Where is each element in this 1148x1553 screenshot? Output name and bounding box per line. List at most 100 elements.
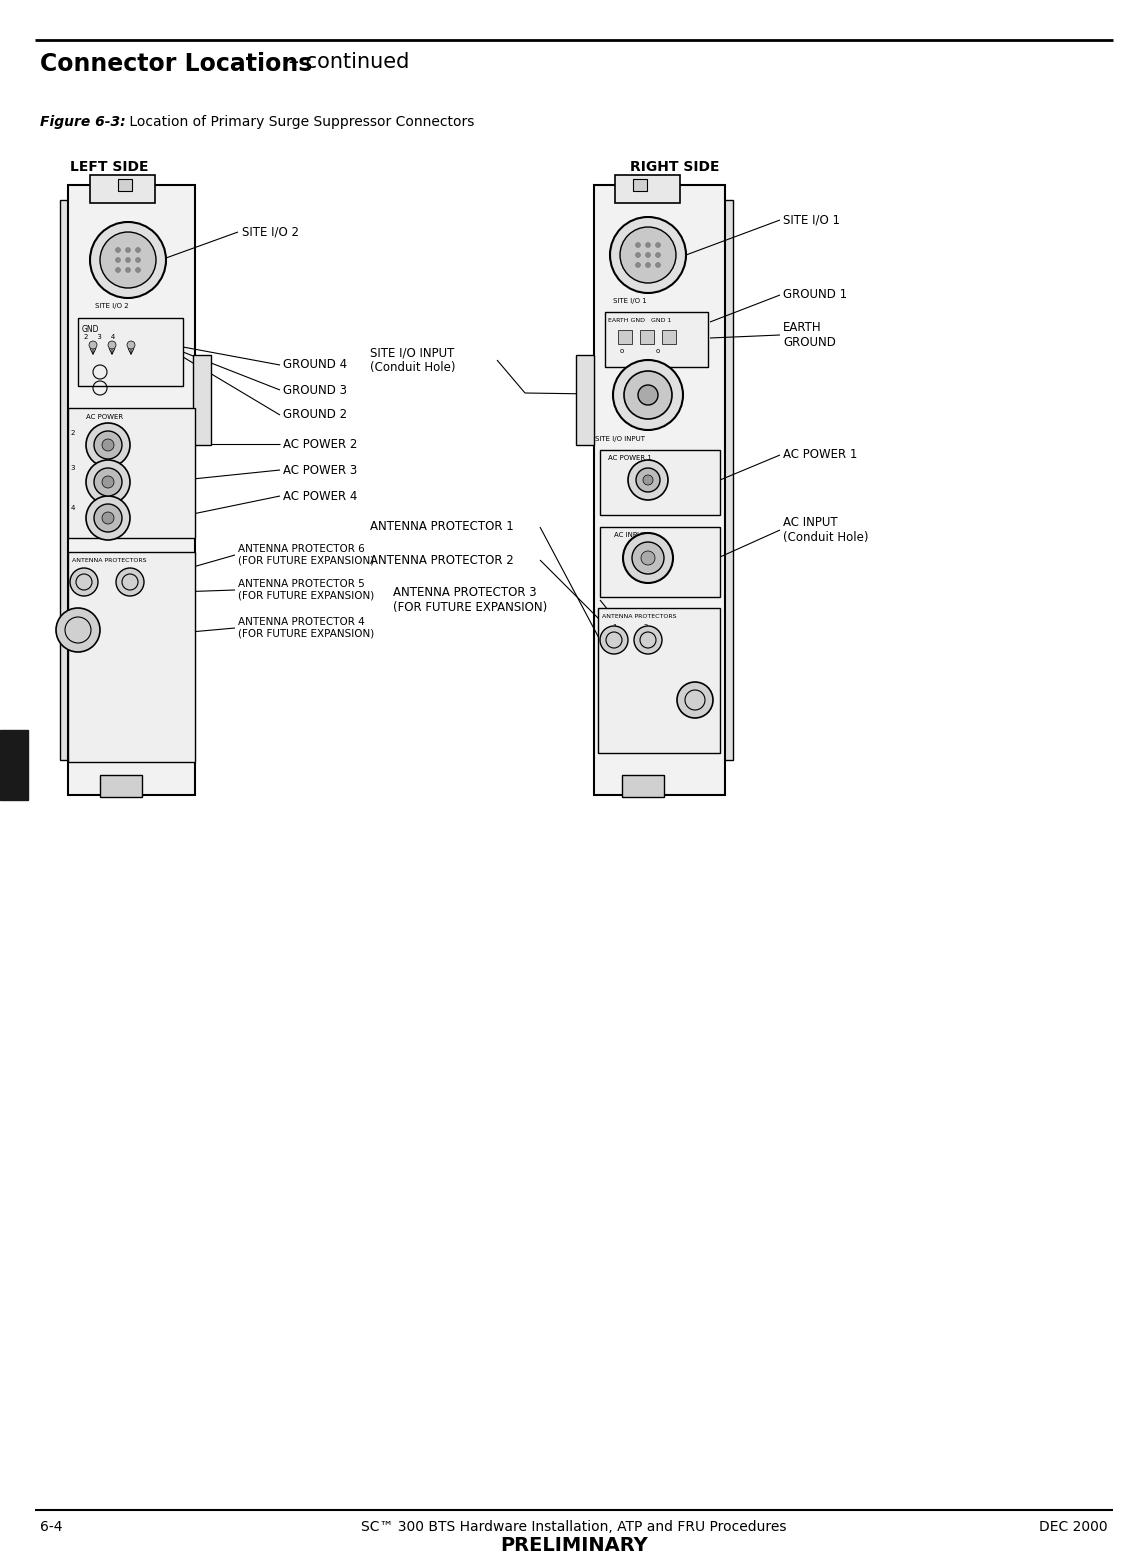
Circle shape [645,253,651,258]
Circle shape [94,505,122,533]
Bar [68,408,195,537]
Circle shape [90,342,96,349]
Circle shape [100,231,156,287]
Bar [90,175,155,203]
Circle shape [638,385,658,405]
Text: 6-4: 6-4 [40,1520,62,1534]
Circle shape [102,439,114,450]
Circle shape [90,222,166,298]
Circle shape [636,242,641,247]
Circle shape [633,542,664,575]
Bar [639,329,654,345]
Text: ANTENNA PROTECTOR 1: ANTENNA PROTECTOR 1 [370,520,514,534]
Bar [60,200,72,759]
Text: SITE I/O 2: SITE I/O 2 [95,303,129,309]
Bar [622,775,664,797]
Bar [0,730,28,800]
Circle shape [610,217,687,294]
Circle shape [620,227,676,283]
Circle shape [636,467,660,492]
Circle shape [625,371,672,419]
Circle shape [94,467,122,495]
Text: GROUND 4: GROUND 4 [284,359,347,371]
Bar [721,200,734,759]
Text: 2: 2 [644,624,649,631]
Text: AC INPUT
(Conduit Hole): AC INPUT (Conduit Hole) [783,516,869,544]
Circle shape [641,551,656,565]
Text: GROUND 2: GROUND 2 [284,408,347,421]
Circle shape [677,682,713,717]
Text: AC POWER 3: AC POWER 3 [284,463,357,477]
Text: AC POWER 4: AC POWER 4 [284,489,357,503]
Text: EARTH
GROUND: EARTH GROUND [783,321,836,349]
Circle shape [636,262,641,267]
Text: SITE I/O 1: SITE I/O 1 [783,213,840,227]
Text: ANTENNA PROTECTORS: ANTENNA PROTECTORS [602,613,676,620]
Circle shape [102,512,114,523]
Bar [598,609,720,753]
Circle shape [127,342,135,349]
Circle shape [634,626,662,654]
Text: 6: 6 [127,568,132,575]
Circle shape [623,533,673,582]
Text: ANTENNA PROTECTOR 5
(FOR FUTURE EXPANSION): ANTENNA PROTECTOR 5 (FOR FUTURE EXPANSIO… [238,579,374,601]
Text: 4: 4 [71,505,75,511]
Text: 2: 2 [71,430,75,436]
Circle shape [125,258,131,262]
Circle shape [86,460,130,505]
Circle shape [116,247,121,253]
Circle shape [656,242,660,247]
Text: 6: 6 [7,755,21,775]
Bar [68,551,195,763]
Text: 3: 3 [688,685,692,691]
Text: 2    3    4: 2 3 4 [84,334,115,340]
Text: SC™ 300 BTS Hardware Installation, ATP and FRU Procedures: SC™ 300 BTS Hardware Installation, ATP a… [362,1520,786,1534]
Text: GROUND 3: GROUND 3 [284,384,347,396]
Text: RIGHT SIDE: RIGHT SIDE [630,160,720,174]
Text: AC POWER 1: AC POWER 1 [608,455,652,461]
Circle shape [600,626,628,654]
Text: 4: 4 [71,610,75,617]
Bar [193,356,211,446]
Text: EARTH GND   GND 1: EARTH GND GND 1 [608,318,672,323]
Circle shape [125,267,131,272]
Text: GND: GND [82,325,100,334]
Bar [633,179,647,191]
Text: – continued: – continued [282,51,410,71]
Circle shape [643,475,653,485]
Circle shape [116,568,144,596]
Circle shape [645,262,651,267]
Text: SITE I/O INPUT: SITE I/O INPUT [595,436,645,443]
Text: o: o [656,348,660,354]
Circle shape [636,253,641,258]
Bar [618,329,633,345]
Circle shape [116,267,121,272]
Bar [662,329,676,345]
Bar [78,318,183,387]
Bar [615,175,680,203]
Circle shape [86,422,130,467]
Text: SITE I/O 2: SITE I/O 2 [242,225,298,239]
Text: AC POWER 2: AC POWER 2 [284,438,357,450]
Text: Connector Locations: Connector Locations [40,51,312,76]
Circle shape [108,342,116,349]
Text: SITE I/O INPUT
(Conduit Hole): SITE I/O INPUT (Conduit Hole) [370,346,456,374]
Circle shape [613,360,683,430]
Text: 3: 3 [71,464,76,471]
Text: ANTENNA PROTECTORS: ANTENNA PROTECTORS [72,558,147,564]
Circle shape [135,258,140,262]
Circle shape [135,247,140,253]
Circle shape [94,432,122,460]
Circle shape [116,258,121,262]
Text: 1: 1 [612,624,616,631]
Text: Figure 6-3:: Figure 6-3: [40,115,125,129]
Text: o: o [620,348,625,354]
Circle shape [628,460,668,500]
Bar [576,356,594,446]
Text: PRELIMINARY: PRELIMINARY [501,1536,647,1553]
Bar [68,185,195,795]
Circle shape [86,495,130,540]
Circle shape [656,253,660,258]
Bar [594,185,726,795]
Bar [605,312,708,367]
